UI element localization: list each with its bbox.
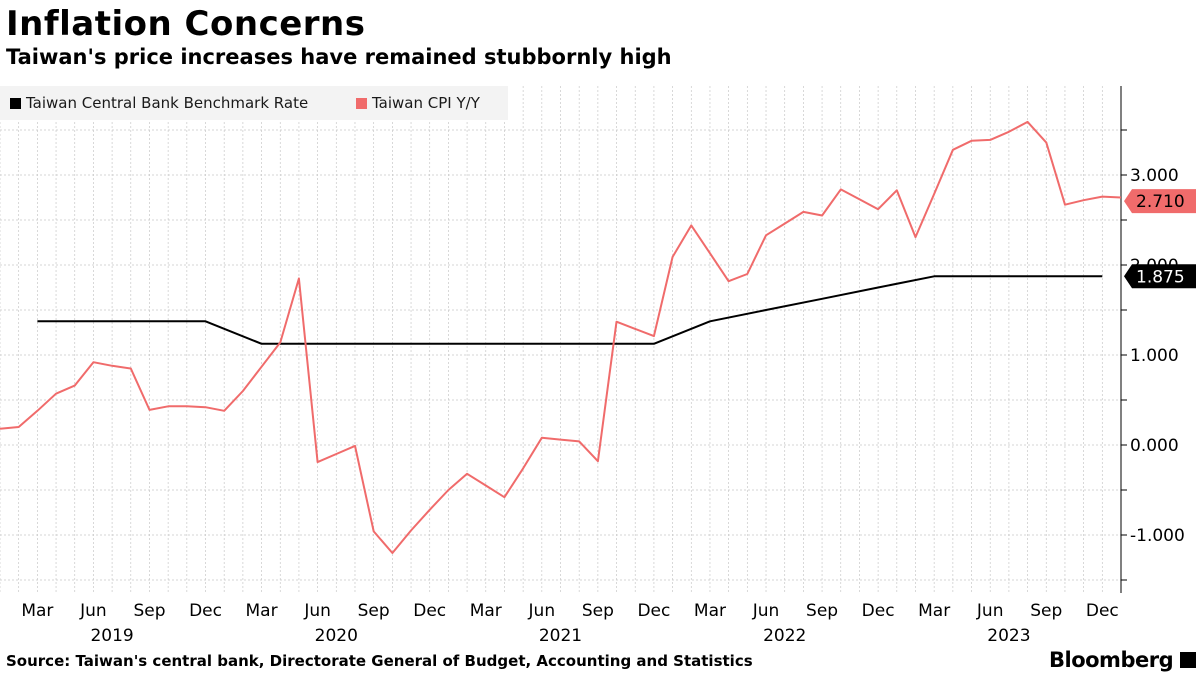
legend-item-cpi: Taiwan CPI Y/Y bbox=[356, 94, 480, 112]
x-tick-label: Jun bbox=[752, 601, 780, 621]
x-year-label: 2023 bbox=[987, 626, 1030, 646]
legend-label-rate: Taiwan Central Bank Benchmark Rate bbox=[26, 94, 309, 112]
chart-legend: Taiwan Central Bank Benchmark Rate Taiwa… bbox=[0, 86, 508, 120]
x-tick-label: Sep bbox=[582, 601, 614, 621]
x-tick-label: Dec bbox=[637, 601, 670, 621]
last-value-badge-rate bbox=[1124, 264, 1196, 289]
x-tick-label: Mar bbox=[918, 601, 950, 621]
x-year-label: 2020 bbox=[315, 626, 358, 646]
source-note: Source: Taiwan's central bank, Directora… bbox=[6, 652, 753, 670]
brand-logo: Bloomberg bbox=[1049, 648, 1174, 672]
x-tick-label: Sep bbox=[133, 601, 165, 621]
x-tick-label: Dec bbox=[862, 601, 895, 621]
chart-subtitle: Taiwan's price increases have remained s… bbox=[6, 45, 672, 69]
y-tick-label: 0.000 bbox=[1130, 436, 1179, 456]
x-tick-label: Jun bbox=[528, 601, 556, 621]
legend-swatch-cpi bbox=[356, 98, 367, 109]
bloomberg-chart-icon bbox=[1180, 652, 1196, 668]
x-year-label: 2022 bbox=[763, 626, 806, 646]
legend-label-cpi: Taiwan CPI Y/Y bbox=[372, 94, 480, 112]
y-tick-label: -1.000 bbox=[1130, 526, 1185, 546]
x-tick-label: Sep bbox=[358, 601, 390, 621]
y-tick-label: 3.000 bbox=[1130, 166, 1179, 186]
x-tick-label: Mar bbox=[470, 601, 502, 621]
series-line-cpi bbox=[0, 120, 1122, 554]
x-tick-label: Mar bbox=[246, 601, 278, 621]
x-tick-label: Jun bbox=[976, 601, 1004, 621]
last-value-badge-rate-label: 1.875 bbox=[1136, 267, 1185, 287]
x-tick-label: Mar bbox=[21, 601, 53, 621]
x-year-label: 2021 bbox=[539, 626, 582, 646]
last-value-badge-cpi bbox=[1124, 189, 1196, 214]
x-tick-label: Jun bbox=[303, 601, 331, 621]
last-value-badge-cpi-label: 2.710 bbox=[1136, 192, 1185, 212]
chart-title: Inflation Concerns bbox=[6, 4, 366, 44]
x-tick-label: Dec bbox=[1086, 601, 1119, 621]
x-tick-label: Jun bbox=[79, 601, 107, 621]
series-line-benchmark-rate bbox=[37, 275, 1103, 345]
x-tick-label: Mar bbox=[694, 601, 726, 621]
y-tick-label: 1.000 bbox=[1130, 346, 1179, 366]
x-year-label: 2019 bbox=[90, 626, 133, 646]
x-tick-label: Sep bbox=[1030, 601, 1062, 621]
legend-swatch-rate bbox=[10, 98, 21, 109]
x-tick-label: Dec bbox=[413, 601, 446, 621]
legend-item-rate: Taiwan Central Bank Benchmark Rate bbox=[10, 94, 308, 112]
x-tick-label: Sep bbox=[806, 601, 838, 621]
x-tick-label: Dec bbox=[189, 601, 222, 621]
